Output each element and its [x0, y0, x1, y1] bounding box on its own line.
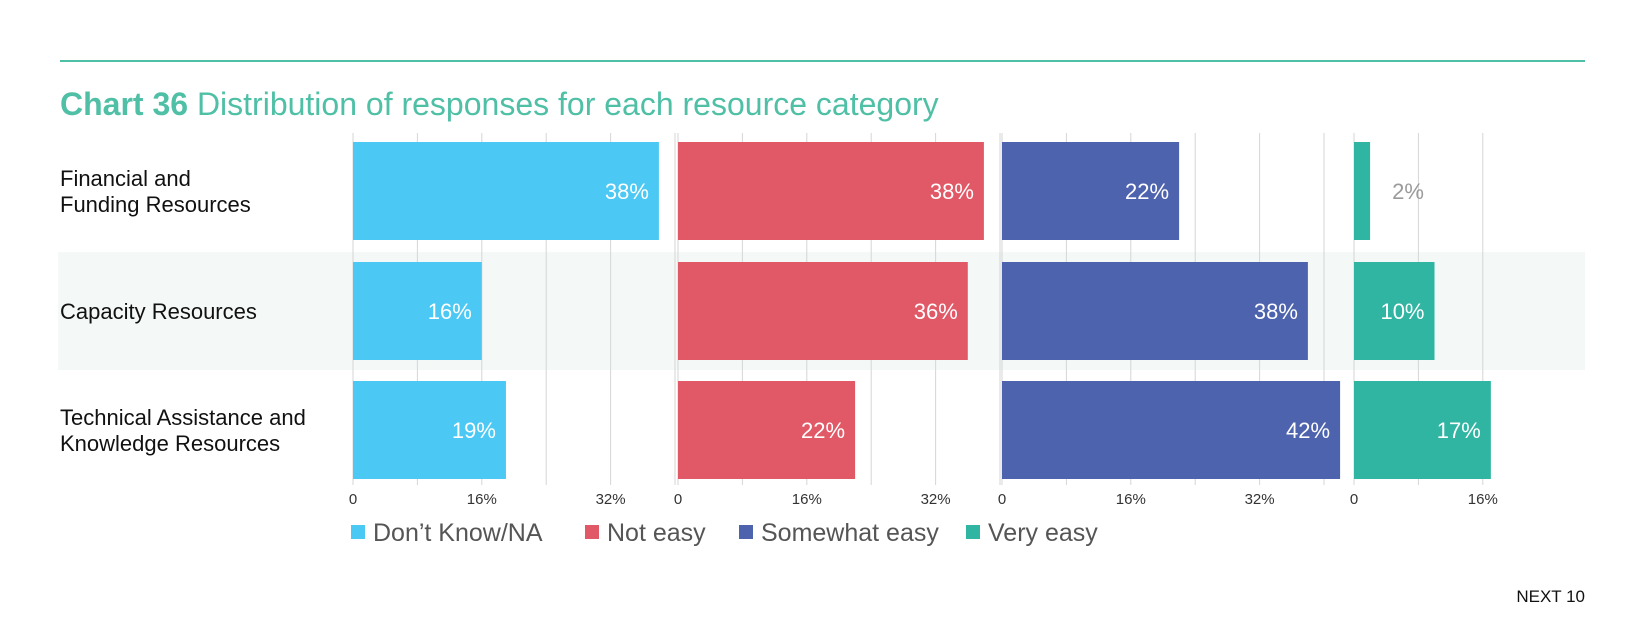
- x-tick-label: 16%: [1116, 491, 1146, 508]
- data-label: 10%: [1380, 299, 1424, 324]
- data-label: 42%: [1286, 418, 1330, 443]
- x-tick-label: 16%: [467, 491, 497, 508]
- data-label: 38%: [930, 179, 974, 204]
- x-tick-label: 16%: [792, 491, 822, 508]
- data-label: 22%: [801, 418, 845, 443]
- data-label: 22%: [1125, 179, 1169, 204]
- x-tick-label: 0: [674, 491, 682, 508]
- x-tick-label: 32%: [596, 491, 626, 508]
- data-label: 17%: [1437, 418, 1481, 443]
- legend-label: Not easy: [607, 519, 706, 547]
- category-label: Capacity Resources: [60, 299, 257, 324]
- legend-swatch: [585, 525, 599, 539]
- bar: [1354, 262, 1435, 360]
- data-label: 2%: [1392, 179, 1424, 204]
- x-tick-label: 32%: [921, 491, 951, 508]
- data-label: 38%: [1254, 299, 1298, 324]
- legend-swatch: [966, 525, 980, 539]
- legend-swatch: [739, 525, 753, 539]
- bar: [1354, 142, 1371, 240]
- chart-title: Chart 36 Distribution of responses for e…: [60, 86, 939, 123]
- x-tick-label: 32%: [1245, 491, 1275, 508]
- bar: [353, 142, 659, 240]
- data-label: 19%: [452, 418, 496, 443]
- bar: [1002, 381, 1341, 479]
- bar: [353, 262, 482, 360]
- x-tick-label: 16%: [1468, 491, 1498, 508]
- bar: [1354, 381, 1491, 479]
- x-tick-label: 0: [1350, 491, 1358, 508]
- data-label: 36%: [914, 299, 958, 324]
- legend-swatch: [351, 525, 365, 539]
- bar: [678, 262, 968, 360]
- legend-label: Somewhat easy: [761, 519, 939, 547]
- bar: [678, 381, 856, 479]
- chart-number: Chart 36: [60, 86, 189, 122]
- category-label: Technical Assistance and Knowledge Resour…: [60, 405, 306, 456]
- x-tick-label: 0: [998, 491, 1006, 508]
- category-label: Financial and Funding Resources: [60, 166, 251, 217]
- x-tick-label: 0: [349, 491, 357, 508]
- chart-title-text: Distribution of responses for each resou…: [196, 86, 939, 122]
- top-rule: [60, 60, 1585, 62]
- brand-label: NEXT 10: [1516, 587, 1585, 606]
- bar: [1002, 142, 1180, 240]
- bar: [678, 142, 984, 240]
- data-label: 16%: [428, 299, 472, 324]
- legend-label: Very easy: [988, 519, 1098, 547]
- bar: [1002, 262, 1308, 360]
- bar: [353, 381, 506, 479]
- data-label: 38%: [605, 179, 649, 204]
- legend-label: Don’t Know/NA: [373, 519, 543, 547]
